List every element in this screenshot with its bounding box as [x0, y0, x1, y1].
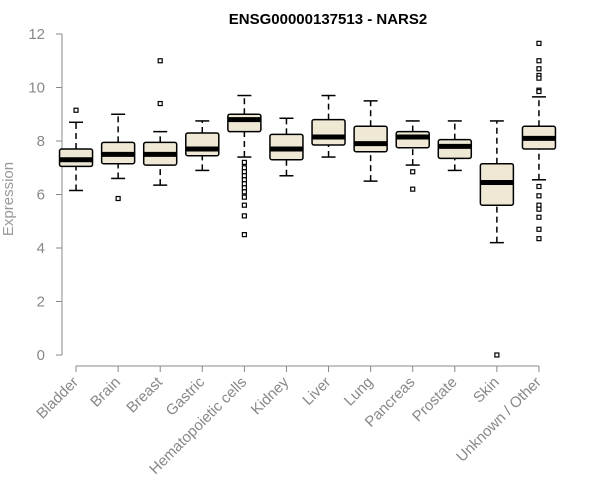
x-tick-label: Liver [299, 374, 334, 409]
iqr-box [437, 138, 473, 160]
outlier-point [536, 226, 542, 232]
outlier-point [115, 195, 121, 202]
outlier-point [241, 181, 247, 187]
box-group [479, 120, 515, 358]
outlier-point [157, 58, 163, 64]
outlier-point [241, 165, 247, 171]
outlier-point [241, 173, 247, 179]
box-group [311, 94, 346, 158]
iqr-box [311, 118, 346, 146]
x-tick-label: Bladder [33, 374, 82, 423]
outlier-point [241, 202, 247, 208]
outlier-point [536, 66, 542, 72]
outlier-point [241, 232, 247, 238]
outlier-point [157, 100, 163, 107]
chart-title: ENSG00000137513 - NARS2 [229, 11, 427, 28]
outlier-point [241, 185, 247, 191]
x-tick-label: Prostate [409, 374, 461, 426]
y-tick-label: 8 [37, 133, 45, 150]
box-group [185, 120, 220, 172]
outlier-point [241, 169, 247, 175]
iqr-box [227, 113, 262, 133]
outlier-point [410, 186, 416, 192]
y-tick-label: 2 [37, 294, 45, 311]
outlier-point [536, 75, 542, 81]
outlier-point [241, 194, 247, 200]
y-tick-label: 4 [37, 240, 45, 257]
y-tick-label: 0 [37, 347, 45, 364]
outlier-point [536, 193, 542, 199]
box-group [437, 120, 473, 172]
outlier-point [536, 183, 542, 190]
outlier-point [241, 189, 247, 195]
outlier-point [73, 107, 79, 113]
box-group [269, 117, 304, 177]
box-group [227, 94, 262, 238]
y-axis: 0 2 4 6 8 10 12 [28, 26, 63, 364]
outlier-point [536, 206, 542, 212]
outlier-point [536, 58, 542, 64]
x-tick-label: Brain [87, 374, 124, 411]
x-tick-label: Breast [123, 373, 166, 416]
outlier-point [536, 88, 542, 95]
x-tick-label: Lung [341, 374, 377, 410]
outlier-point [410, 169, 416, 175]
outlier-point [241, 159, 247, 165]
outlier-point [536, 236, 542, 242]
outlier-point [494, 352, 500, 358]
outlier-point [536, 214, 542, 220]
iqr-box [395, 130, 430, 149]
outlier-point [536, 202, 542, 208]
box-group [353, 100, 388, 182]
box-group [58, 107, 94, 192]
outlier-point [241, 177, 247, 183]
x-tick-label: Kidney [248, 373, 293, 418]
box-group [521, 40, 557, 242]
x-tick-label: Skin [470, 374, 503, 407]
y-tick-label: 12 [28, 26, 45, 43]
y-axis-label: Expression [0, 162, 17, 236]
iqr-box [185, 132, 220, 157]
iqr-box [353, 125, 388, 153]
y-tick-label: 10 [28, 80, 45, 97]
outlier-point [536, 40, 542, 46]
outlier-point [241, 213, 247, 219]
box-group [142, 58, 178, 186]
box-group [395, 120, 430, 192]
plot-area [58, 40, 557, 358]
box-group [100, 113, 136, 202]
y-tick-label: 6 [37, 187, 45, 204]
